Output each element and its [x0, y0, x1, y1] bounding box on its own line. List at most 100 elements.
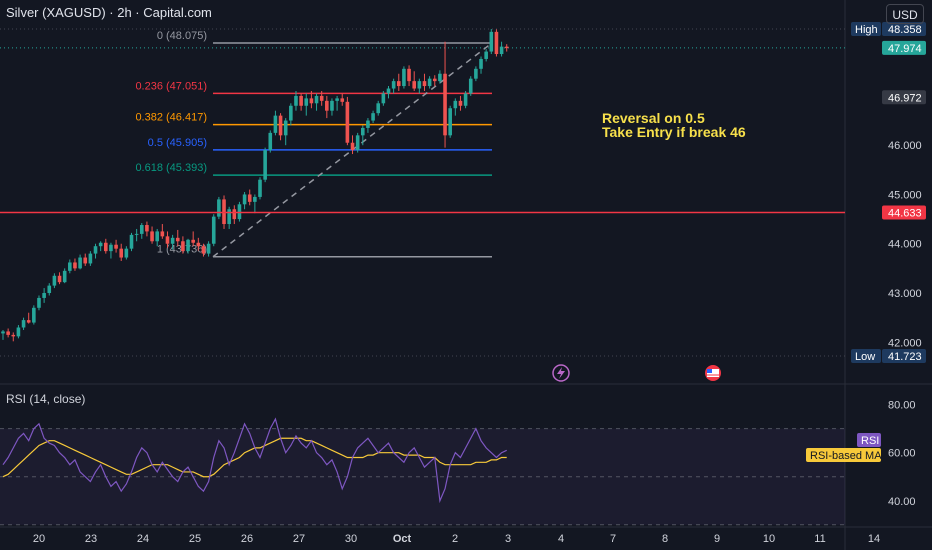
candle-body [407, 68, 411, 82]
candle-body [299, 95, 303, 106]
rsi-legend-box [857, 433, 881, 447]
time-tick-label: 2 [452, 533, 458, 545]
candle-body [463, 93, 468, 106]
price-tag-value: 48.358 [888, 24, 922, 36]
time-tick-label: 9 [714, 533, 720, 545]
candle-body [37, 297, 41, 308]
candle-body [227, 209, 231, 225]
price-tag-box [882, 90, 926, 105]
candle-body [114, 244, 118, 249]
candle-body [283, 120, 288, 136]
candle-body [458, 100, 463, 106]
price-tick-label: 44.000 [888, 239, 922, 251]
currency-button[interactable]: USD [886, 4, 924, 24]
candle-body [253, 196, 257, 202]
candle-body [345, 101, 350, 143]
candle-body [57, 275, 62, 283]
candle-body [150, 231, 154, 242]
price-tick-label: 42.000 [888, 337, 922, 349]
candle-body [355, 135, 360, 151]
rsi-ma-legend-label: RSI-based MA [810, 450, 882, 462]
candle-body [350, 142, 355, 151]
candle-body [412, 81, 416, 89]
price-tag-caption-box [851, 348, 881, 363]
event-markers[interactable] [552, 364, 721, 382]
us-flag-icon [705, 365, 721, 381]
time-tick-label: 25 [189, 533, 201, 545]
candle-body [242, 194, 247, 205]
candle-body [26, 320, 31, 323]
price-tag-value: 44.633 [888, 208, 922, 220]
price-tag-box [882, 205, 926, 220]
axes: 42.000 43.000 44.000 45.000 46.000 80.00 60.00… [33, 21, 926, 545]
candle-body [484, 51, 488, 59]
time-tick-label: 14 [868, 533, 880, 545]
candle-body [504, 46, 509, 49]
candle-body [304, 98, 309, 106]
rsi-band-fill [0, 428, 845, 525]
candle-body [170, 237, 175, 244]
candle-body [68, 262, 72, 271]
candle-body [289, 105, 293, 121]
flag-icon-field [707, 369, 719, 377]
candle-body [78, 257, 82, 269]
time-tick-label: Oct [393, 533, 412, 545]
candle-body [196, 242, 201, 247]
candle-body [145, 225, 149, 232]
candle-body [402, 68, 406, 87]
candle-body [386, 88, 391, 94]
candle-body [427, 78, 432, 87]
candle-body [21, 320, 26, 328]
time-tick-label: 24 [137, 533, 149, 545]
candle-body [474, 68, 478, 79]
candle-body [314, 95, 319, 104]
chart-title: Silver (XAGUSD) · 2h · Capital.com [6, 5, 212, 20]
candle-body [52, 275, 57, 286]
time-tick-label: 20 [33, 533, 45, 545]
candle-body [186, 239, 190, 252]
candle-body [330, 100, 334, 111]
lightning-icon [552, 364, 570, 382]
candle-body [104, 242, 108, 252]
candle-body [422, 81, 427, 87]
trade-note[interactable]: Reversal on 0.5 Take Entry if break 46 [602, 111, 746, 139]
candle-body [309, 98, 314, 104]
rsi-tick-label: 60.00 [888, 448, 916, 460]
price-tag-box [882, 21, 926, 36]
rsi-title: RSI (14, close) [6, 392, 86, 406]
candle-body [381, 93, 386, 104]
candle-body [448, 108, 452, 136]
candle-body [175, 237, 180, 242]
candle-body [211, 216, 216, 244]
candle-body [6, 331, 10, 335]
trade-note-line1: Reversal on 0.5 [602, 110, 705, 126]
time-tick-label: 30 [345, 533, 357, 545]
price-tag-box [882, 348, 926, 363]
candle-body [499, 46, 504, 55]
rsi-line [2, 417, 507, 504]
candle-body [165, 236, 170, 244]
candle-body [1, 331, 5, 334]
candle-body [191, 239, 195, 243]
price-tag-caption: Low [855, 351, 875, 363]
price-tick-label: 43.000 [888, 288, 922, 300]
price-tag-caption-box [851, 21, 881, 36]
candle-body [294, 95, 298, 106]
candle-body [73, 262, 77, 269]
candle-body [494, 31, 499, 55]
candle-body [119, 248, 124, 258]
time-tick-label: 7 [610, 533, 616, 545]
candle-body [391, 81, 396, 89]
time-tick-label: 3 [505, 533, 511, 545]
fibonacci-retracement[interactable]: 0 (48.075) 0.236 (47.051) 0.382 (46.417) 0.… [135, 30, 493, 258]
candle-body [371, 113, 375, 121]
candle-body [366, 120, 370, 128]
candle-body [42, 293, 46, 298]
candle-body [124, 248, 129, 258]
candle-body [432, 78, 437, 82]
fib-level-label: 0.382 (46.417) [135, 112, 207, 124]
candle-body [396, 81, 401, 87]
candle-body [361, 127, 365, 136]
price-tick-label: 46.000 [888, 140, 922, 152]
